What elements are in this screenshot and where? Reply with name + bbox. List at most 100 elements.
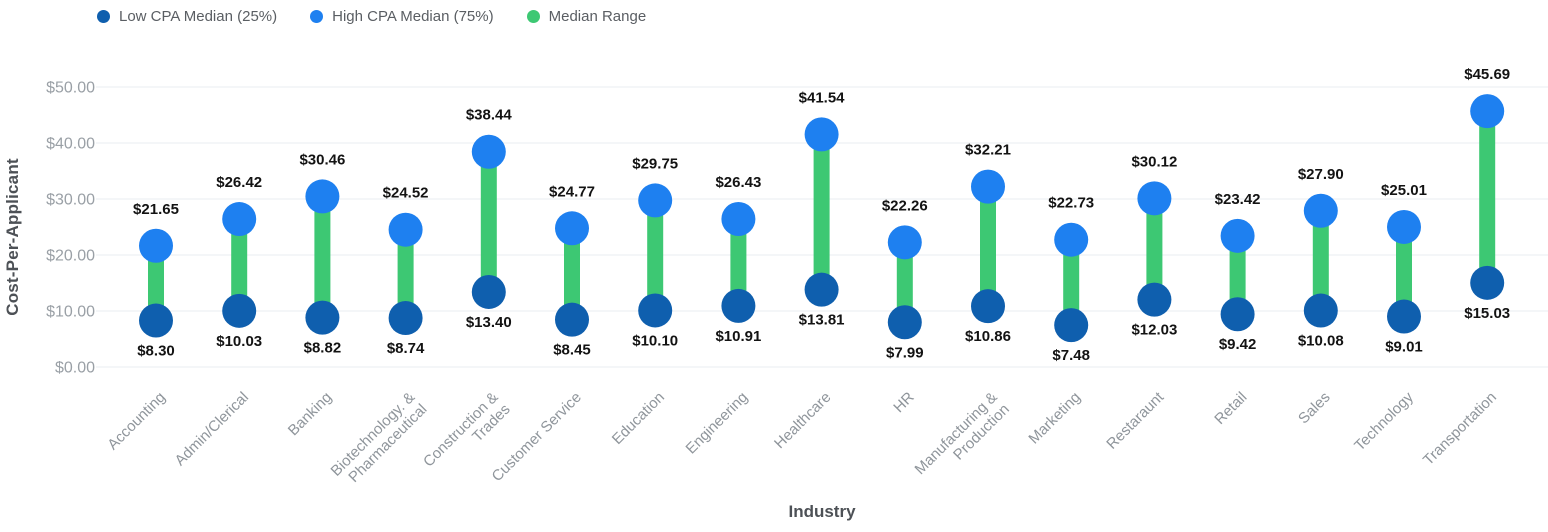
low-cpa-dot[interactable] <box>1303 293 1338 328</box>
legend-item-high-cpa[interactable]: High CPA Median (75%) <box>310 8 494 25</box>
low-cpa-dot[interactable] <box>971 289 1005 324</box>
high-value-label: $32.21 <box>965 142 1011 159</box>
low-cpa-dot[interactable] <box>388 301 423 336</box>
median-range-bar[interactable] <box>647 200 664 311</box>
x-axis-title: Industry <box>788 502 856 521</box>
high-cpa-dot[interactable] <box>721 201 756 236</box>
industry-column: $22.73 $7.48 Marketing <box>1025 195 1094 448</box>
low-value-label: $10.91 <box>715 328 761 345</box>
median-range-bar[interactable] <box>896 242 913 323</box>
high-cpa-dot[interactable] <box>222 202 257 237</box>
low-value-label: $12.03 <box>1131 322 1177 339</box>
median-range-bar[interactable] <box>1396 226 1412 317</box>
median-range-bar[interactable] <box>1229 235 1246 315</box>
industry-column: $30.12 $12.03 Restaraunt <box>1103 153 1177 452</box>
high-cpa-legend-dot-icon <box>310 10 324 23</box>
median-range-bar[interactable] <box>980 186 996 307</box>
high-cpa-dot[interactable] <box>1303 193 1338 228</box>
legend-item-median-range[interactable]: Median Range <box>526 8 647 25</box>
low-cpa-dot[interactable] <box>804 272 839 307</box>
x-axis-label: Admin/Clerical <box>172 389 252 469</box>
high-cpa-dot[interactable] <box>971 169 1005 204</box>
high-cpa-dot[interactable] <box>804 117 839 152</box>
high-cpa-dot[interactable] <box>1220 218 1255 253</box>
low-value-label: $8.82 <box>304 340 342 357</box>
low-cpa-dot[interactable] <box>721 288 756 323</box>
low-value-label: $13.81 <box>799 312 845 329</box>
median-range-bar[interactable] <box>564 228 580 320</box>
high-value-label: $24.77 <box>549 183 595 200</box>
low-value-label: $7.99 <box>886 344 924 361</box>
x-axis-label: HR <box>890 389 917 416</box>
median-range-bar[interactable] <box>314 196 331 318</box>
legend-label-high-cpa: High CPA Median (75%) <box>332 8 494 25</box>
low-cpa-dot[interactable] <box>887 305 922 340</box>
industry-column: $26.42 $10.03 Admin/Clerical <box>172 174 263 469</box>
low-cpa-legend-dot-icon <box>97 10 110 23</box>
high-value-label: $45.69 <box>1464 66 1510 83</box>
low-value-label: $15.03 <box>1464 305 1510 322</box>
industry-column: $30.46 $8.82 Banking <box>285 151 345 439</box>
high-cpa-dot[interactable] <box>1387 209 1421 244</box>
median-range-bar[interactable] <box>480 151 497 292</box>
low-cpa-dot[interactable] <box>471 274 506 309</box>
median-range-bar[interactable] <box>730 218 747 306</box>
median-range-bar[interactable] <box>1312 210 1329 311</box>
x-axis-label: Accounting <box>104 389 169 454</box>
low-value-label: $10.10 <box>632 332 678 349</box>
low-cpa-dot[interactable] <box>1220 297 1255 332</box>
legend-item-low-cpa[interactable]: Low CPA Median (25%) <box>97 8 277 25</box>
low-cpa-dot[interactable] <box>305 300 340 335</box>
high-cpa-dot[interactable] <box>638 183 673 218</box>
low-value-label: $8.74 <box>387 340 425 357</box>
low-cpa-dot[interactable] <box>1054 308 1089 343</box>
high-cpa-dot[interactable] <box>471 134 506 169</box>
high-value-label: $30.12 <box>1131 153 1177 170</box>
low-cpa-dot[interactable] <box>1137 282 1172 317</box>
y-axis-tick-label: $20.00 <box>46 248 95 265</box>
high-cpa-dot[interactable] <box>139 228 173 263</box>
low-value-label: $9.42 <box>1219 336 1257 353</box>
industry-column: $41.54 $13.81 Healthcare <box>771 89 845 452</box>
legend-label-median-range: Median Range <box>548 8 647 25</box>
legend-label-low-cpa: Low CPA Median (25%) <box>119 8 278 25</box>
low-value-label: $13.40 <box>466 314 512 331</box>
y-axis-tick-label: $50.00 <box>46 80 95 97</box>
high-cpa-dot[interactable] <box>1137 181 1172 216</box>
low-value-label: $10.86 <box>965 328 1011 345</box>
high-cpa-dot[interactable] <box>555 211 589 246</box>
y-axis-tick-label: $30.00 <box>46 192 95 209</box>
median-range-bar[interactable] <box>813 134 830 290</box>
low-cpa-dot[interactable] <box>139 303 173 338</box>
x-axis-label: Transportation <box>1420 389 1500 469</box>
x-axis-label: Education <box>609 389 668 448</box>
high-cpa-dot[interactable] <box>1054 222 1089 257</box>
x-axis-label: Sales <box>1295 389 1334 428</box>
low-cpa-dot[interactable] <box>638 293 673 328</box>
industry-column: $25.01 $9.01 Technology <box>1351 182 1427 455</box>
median-range-bar[interactable] <box>1479 111 1496 283</box>
low-cpa-dot[interactable] <box>555 302 589 337</box>
low-cpa-dot[interactable] <box>1470 265 1505 300</box>
x-axis-label: Engineering <box>683 389 752 458</box>
median-range-bar[interactable] <box>397 229 414 319</box>
x-axis-label: Technology <box>1351 388 1417 454</box>
high-cpa-dot[interactable] <box>1470 94 1505 129</box>
low-cpa-dot[interactable] <box>222 293 257 328</box>
high-value-label: $27.90 <box>1298 166 1344 183</box>
x-axis-label: Manufacturing &Production <box>912 389 1013 490</box>
high-cpa-dot[interactable] <box>305 179 340 214</box>
industry-column: $45.69 $15.03 Transportation <box>1420 66 1510 469</box>
high-value-label: $24.52 <box>383 185 429 202</box>
low-cpa-dot[interactable] <box>1387 299 1421 334</box>
median-range-bar[interactable] <box>1146 198 1163 300</box>
high-cpa-dot[interactable] <box>388 212 423 247</box>
high-value-label: $26.43 <box>715 174 761 191</box>
median-range-bar[interactable] <box>1063 239 1080 326</box>
median-range-bar[interactable] <box>231 219 248 311</box>
high-cpa-dot[interactable] <box>887 225 922 260</box>
median-range-bar[interactable] <box>148 245 164 321</box>
